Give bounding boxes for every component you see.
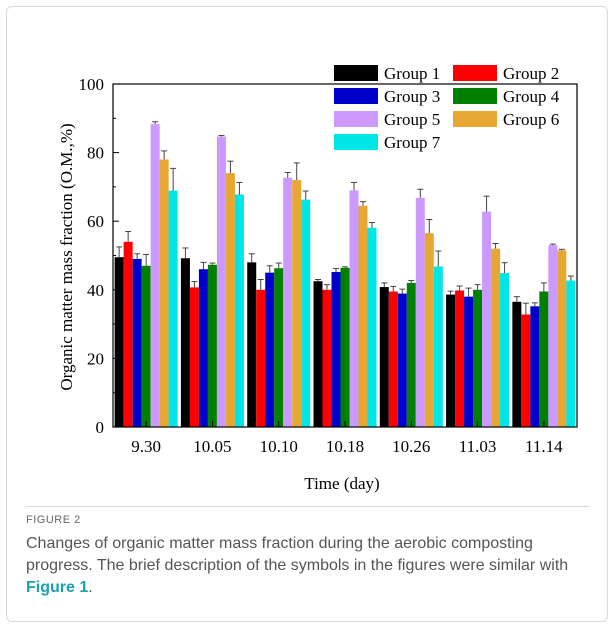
x-tick-label: 10.10 — [260, 437, 298, 456]
bar — [159, 159, 169, 427]
bar-chart: 0 20 40 60 80 100 9.30 10.05 10.10 10.18 10.26 11.0… — [57, 64, 578, 493]
figure-caption: Changes of organic matter mass fraction … — [26, 533, 586, 599]
bar — [566, 280, 576, 427]
legend-label: Group 6 — [503, 110, 559, 129]
bar — [512, 301, 522, 427]
bar — [331, 271, 341, 427]
bar — [180, 258, 190, 427]
bar — [482, 211, 492, 427]
bar — [274, 268, 284, 427]
bar — [141, 265, 151, 427]
legend-swatch — [453, 111, 497, 127]
legend-label: Group 1 — [384, 64, 440, 83]
bar — [198, 269, 208, 427]
caption-text: Changes of organic matter mass fraction … — [26, 535, 569, 574]
bar — [265, 272, 275, 427]
bar — [548, 245, 558, 427]
figure-label: FIGURE 2 — [26, 514, 81, 526]
legend-label: Group 2 — [503, 64, 559, 83]
bar — [367, 227, 377, 427]
bar — [283, 177, 293, 427]
bar — [358, 205, 368, 427]
x-tick-label: 11.14 — [525, 437, 563, 456]
legend-swatch — [453, 88, 497, 104]
y-tick-label: 0 — [96, 418, 105, 437]
x-tick-label: 10.05 — [193, 437, 231, 456]
x-tick-label: 11.03 — [459, 437, 497, 456]
legend-label: Group 4 — [503, 87, 560, 106]
bar — [530, 306, 540, 427]
bar — [301, 199, 311, 427]
bar — [415, 197, 425, 427]
bar — [292, 180, 302, 427]
bar — [500, 272, 510, 427]
bar — [123, 241, 133, 427]
bar — [464, 296, 474, 427]
y-tick-label: 80 — [87, 144, 104, 163]
figure-1-link[interactable]: Figure 1 — [26, 579, 89, 596]
caption-end: . — [88, 579, 93, 596]
bar — [256, 289, 266, 427]
legend-swatch — [334, 111, 378, 127]
bar — [521, 314, 531, 427]
bar — [114, 257, 124, 427]
bar — [433, 266, 443, 427]
bar — [234, 194, 244, 427]
legend-label: Group 7 — [384, 133, 441, 152]
legend-swatch — [334, 134, 378, 150]
bar — [225, 173, 235, 427]
bar — [132, 258, 142, 427]
legend-label: Group 5 — [384, 110, 440, 129]
legend-label: Group 3 — [384, 87, 440, 106]
bar — [207, 264, 217, 427]
legend-swatch — [334, 65, 378, 81]
y-tick-label: 40 — [87, 281, 104, 300]
bar — [424, 233, 434, 427]
caption-divider — [26, 506, 589, 507]
y-tick-label: 60 — [87, 212, 104, 231]
bar — [406, 282, 416, 427]
bar — [349, 190, 359, 427]
x-tick-label: 10.18 — [326, 437, 364, 456]
y-axis-label: Organic matter mass fraction (O.M.,%) — [57, 123, 76, 390]
bar — [388, 291, 398, 427]
bar — [189, 287, 199, 427]
bar — [473, 289, 483, 427]
bar — [313, 281, 323, 427]
bar — [397, 293, 407, 427]
y-tick-label: 20 — [87, 349, 104, 368]
bar — [455, 290, 465, 427]
bar — [491, 248, 501, 427]
x-axis-label: Time (day) — [304, 474, 379, 493]
bar — [379, 287, 389, 427]
legend-swatch — [453, 65, 497, 81]
bar — [446, 294, 456, 427]
bar — [322, 289, 332, 427]
bar — [168, 190, 178, 427]
bar — [150, 124, 160, 428]
bar — [216, 136, 226, 427]
y-tick-label: 100 — [79, 75, 105, 94]
legend-swatch — [334, 88, 378, 104]
x-tick-label: 10.26 — [392, 437, 430, 456]
x-tick-label: 9.30 — [131, 437, 161, 456]
bar — [539, 291, 549, 427]
bar — [247, 262, 257, 427]
bar — [557, 250, 567, 427]
bar — [340, 267, 350, 427]
